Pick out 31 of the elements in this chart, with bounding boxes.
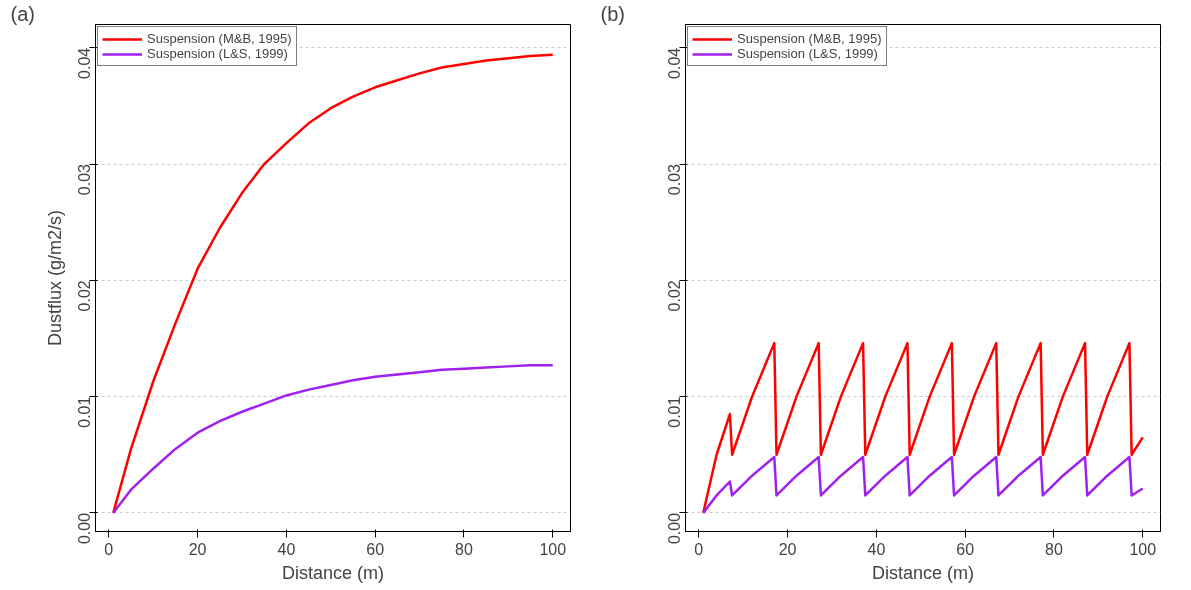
legend-label: Suspension (L&S, 1999) (147, 46, 288, 61)
legend-label: Suspension (M&B, 1995) (147, 31, 292, 46)
y-tick-label: 0.00 (76, 512, 94, 545)
x-tick-label: 20 (778, 540, 797, 558)
x-tick-label: 20 (188, 540, 207, 558)
legend-label: Suspension (L&S, 1999) (737, 46, 878, 61)
y-tick-label: 0.03 (76, 163, 94, 196)
text: (a) (10, 2, 35, 25)
y-tick-label: 0.04 (76, 47, 94, 79)
text: (b) (600, 2, 625, 25)
x-tick-label: 0 (694, 540, 704, 558)
y-tick-label: 0.02 (76, 280, 94, 312)
y-tick-label: 0.02 (666, 280, 684, 312)
x-tick-label: 60 (366, 540, 385, 558)
y-axis-title: Dustflux (g/m2/s) (44, 209, 65, 347)
y-tick-label: 0.01 (666, 396, 684, 428)
y-tick-label: 0.01 (76, 396, 94, 428)
y-tick-label: 0.00 (666, 512, 684, 545)
x-tick-label: 40 (277, 540, 296, 558)
x-tick-label: 60 (956, 540, 975, 558)
legend-label: Suspension (M&B, 1995) (737, 31, 882, 46)
x-tick-label: 80 (1045, 540, 1063, 558)
x-axis-title: Distance (m) (871, 562, 975, 583)
x-tick-label: 100 (1129, 540, 1157, 558)
x-tick-label: 0 (104, 540, 114, 558)
y-tick-label: 0.04 (666, 47, 684, 79)
x-tick-label: 40 (867, 540, 886, 558)
y-tick-label: 0.03 (666, 163, 684, 196)
x-axis-title: Distance (m) (281, 562, 385, 583)
x-tick-label: 80 (455, 540, 473, 558)
x-tick-label: 100 (539, 540, 567, 558)
